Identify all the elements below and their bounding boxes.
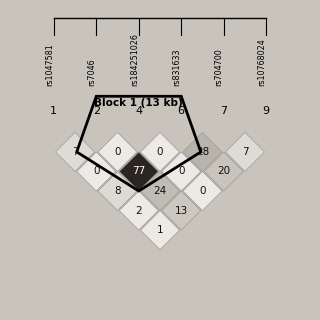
- Text: 7: 7: [72, 147, 78, 157]
- Polygon shape: [140, 132, 180, 172]
- Polygon shape: [183, 132, 222, 172]
- Polygon shape: [140, 211, 180, 250]
- Text: 0: 0: [199, 186, 206, 196]
- Text: Block 1 (13 kb): Block 1 (13 kb): [94, 99, 183, 108]
- Text: 8: 8: [114, 186, 121, 196]
- Text: 77: 77: [132, 166, 145, 176]
- Polygon shape: [140, 172, 180, 211]
- Text: 0: 0: [114, 147, 121, 157]
- Polygon shape: [119, 152, 158, 191]
- Text: rs7046: rs7046: [87, 58, 96, 86]
- Text: rs1047581: rs1047581: [45, 43, 54, 86]
- Text: 0: 0: [157, 147, 163, 157]
- Polygon shape: [119, 191, 158, 230]
- Text: 6: 6: [178, 106, 185, 116]
- Text: 28: 28: [196, 147, 209, 157]
- Text: 20: 20: [217, 166, 230, 176]
- Polygon shape: [183, 172, 222, 211]
- Text: 4: 4: [135, 106, 142, 116]
- Polygon shape: [77, 152, 116, 191]
- Text: 0: 0: [178, 166, 185, 176]
- Polygon shape: [162, 152, 201, 191]
- Text: 7: 7: [220, 106, 227, 116]
- Text: 1: 1: [157, 225, 163, 235]
- Text: 2: 2: [135, 205, 142, 216]
- Polygon shape: [204, 152, 243, 191]
- Text: 24: 24: [153, 186, 167, 196]
- Text: 0: 0: [93, 166, 100, 176]
- Polygon shape: [98, 172, 137, 211]
- Text: rs184251026: rs184251026: [130, 33, 139, 86]
- Text: rs10768024: rs10768024: [257, 38, 266, 86]
- Text: rs831633: rs831633: [172, 48, 181, 86]
- Text: 13: 13: [175, 205, 188, 216]
- Text: rs704700: rs704700: [215, 48, 224, 86]
- Text: 1: 1: [50, 106, 57, 116]
- Polygon shape: [162, 191, 201, 230]
- Text: 9: 9: [263, 106, 270, 116]
- Polygon shape: [98, 132, 137, 172]
- Polygon shape: [55, 132, 95, 172]
- Text: 2: 2: [93, 106, 100, 116]
- Text: 7: 7: [242, 147, 248, 157]
- Polygon shape: [225, 132, 265, 172]
